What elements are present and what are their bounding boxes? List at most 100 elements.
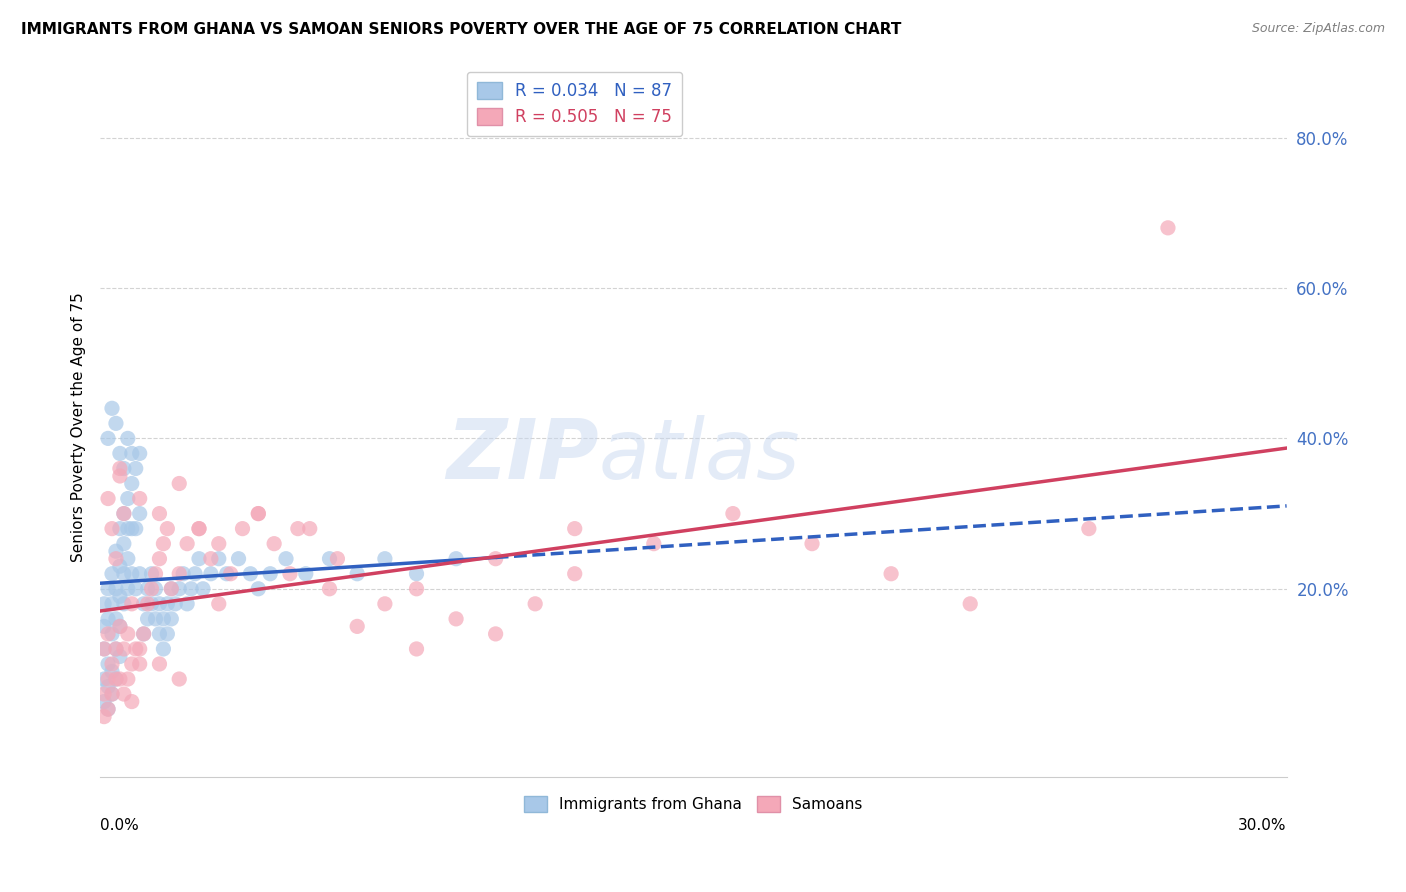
Point (191, 582, 214, 596)
Point (101, 566, 124, 581)
Point (104, 417, 127, 431)
Point (167, 476, 190, 491)
Point (97, 680, 120, 694)
Point (145, 612, 167, 626)
Point (156, 597, 179, 611)
Point (167, 582, 190, 596)
Point (128, 446, 150, 460)
Point (104, 551, 127, 566)
Point (125, 461, 148, 475)
Point (287, 522, 309, 536)
Point (1077, 522, 1099, 536)
Point (101, 627, 124, 641)
Point (188, 522, 211, 536)
Point (112, 536, 135, 550)
Point (176, 536, 198, 550)
Point (145, 566, 167, 581)
Point (112, 642, 135, 657)
Text: IMMIGRANTS FROM GHANA VS SAMOAN SENIORS POVERTY OVER THE AGE OF 75 CORRELATION C: IMMIGRANTS FROM GHANA VS SAMOAN SENIORS … (21, 22, 901, 37)
Point (101, 687, 124, 701)
Point (148, 507, 170, 521)
Point (112, 507, 135, 521)
Point (180, 582, 202, 596)
Point (374, 551, 396, 566)
Point (108, 619, 131, 633)
Point (101, 665, 124, 679)
Point (148, 597, 170, 611)
Point (117, 522, 139, 536)
Point (215, 566, 238, 581)
Point (101, 401, 124, 416)
Point (524, 597, 547, 611)
Point (141, 582, 163, 596)
Point (405, 566, 427, 581)
Point (200, 566, 222, 581)
Point (108, 672, 131, 686)
Point (208, 551, 231, 566)
Point (128, 642, 150, 657)
Point (97, 582, 120, 596)
Point (160, 582, 183, 596)
Point (108, 649, 131, 664)
Point (93, 619, 115, 633)
Point (112, 461, 135, 475)
Point (97, 672, 120, 686)
Point (188, 551, 211, 566)
Point (176, 597, 198, 611)
Point (294, 566, 316, 581)
Point (247, 507, 270, 521)
Point (97, 431, 120, 445)
Point (141, 597, 163, 611)
Text: Source: ZipAtlas.com: Source: ZipAtlas.com (1251, 22, 1385, 36)
Point (117, 627, 139, 641)
Point (167, 566, 190, 581)
Point (125, 522, 148, 536)
Point (160, 612, 183, 626)
Point (318, 551, 340, 566)
Point (374, 597, 396, 611)
Point (156, 627, 179, 641)
Point (219, 566, 242, 581)
Point (117, 431, 139, 445)
Point (167, 672, 190, 686)
Point (444, 612, 467, 626)
Point (141, 566, 163, 581)
Point (104, 544, 127, 558)
Point (97, 702, 120, 716)
Point (959, 597, 981, 611)
Y-axis label: Seniors Poverty Over the Age of 75: Seniors Poverty Over the Age of 75 (72, 293, 86, 562)
Point (117, 491, 139, 506)
Point (104, 582, 127, 596)
Point (93, 709, 115, 723)
Point (165, 597, 187, 611)
Point (208, 597, 231, 611)
Point (101, 687, 124, 701)
Point (128, 491, 150, 506)
Point (136, 597, 159, 611)
Point (152, 612, 174, 626)
Point (405, 582, 427, 596)
Point (156, 522, 179, 536)
Point (117, 582, 139, 596)
Point (104, 642, 127, 657)
Point (128, 507, 150, 521)
Point (117, 672, 139, 686)
Point (112, 566, 135, 581)
Point (125, 642, 148, 657)
Point (564, 566, 586, 581)
Point (128, 657, 150, 671)
Point (184, 566, 207, 581)
Point (121, 657, 143, 671)
Point (108, 590, 131, 604)
Point (564, 522, 586, 536)
Point (228, 551, 250, 566)
Point (112, 507, 135, 521)
Point (152, 642, 174, 657)
Point (274, 551, 297, 566)
Point (132, 597, 155, 611)
Text: atlas: atlas (599, 415, 800, 496)
Point (93, 687, 115, 701)
Point (108, 522, 131, 536)
Point (104, 612, 127, 626)
Text: 30.0%: 30.0% (1239, 818, 1286, 833)
